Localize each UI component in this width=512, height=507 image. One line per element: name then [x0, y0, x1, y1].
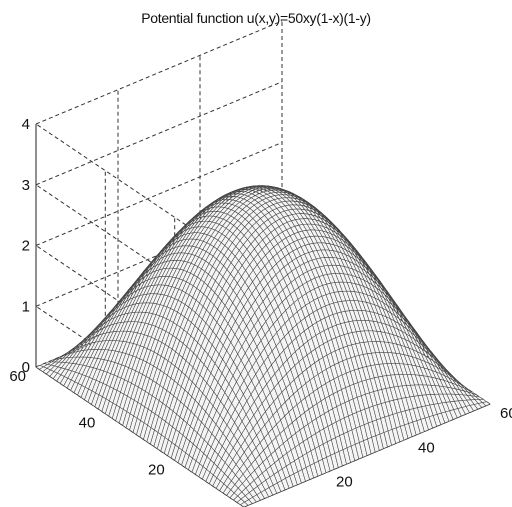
- z-tick-label: 3: [22, 177, 30, 194]
- surface-mesh: [35, 185, 491, 507]
- y-tick-label: 40: [79, 415, 96, 432]
- grid-line: [35, 81, 283, 186]
- grid-line: [35, 20, 283, 125]
- z-tick-label: 4: [22, 116, 30, 133]
- x-tick-label: 40: [418, 439, 435, 456]
- z-tick-label: 1: [22, 298, 30, 315]
- axis-ticks: 0204060020406001234: [9, 116, 512, 491]
- surface-cell: [481, 401, 491, 407]
- z-tick-label: 0: [22, 359, 30, 376]
- x-tick-label: 20: [336, 474, 353, 491]
- z-tick-label: 2: [22, 238, 30, 255]
- y-tick-label: 60: [9, 368, 26, 385]
- grid-line: [35, 142, 283, 246]
- x-tick-label: 60: [500, 405, 512, 422]
- y-tick-label: 20: [148, 461, 165, 478]
- chart-title: Potential function u(x,y)=50xy(1-x)(1-y): [141, 10, 371, 26]
